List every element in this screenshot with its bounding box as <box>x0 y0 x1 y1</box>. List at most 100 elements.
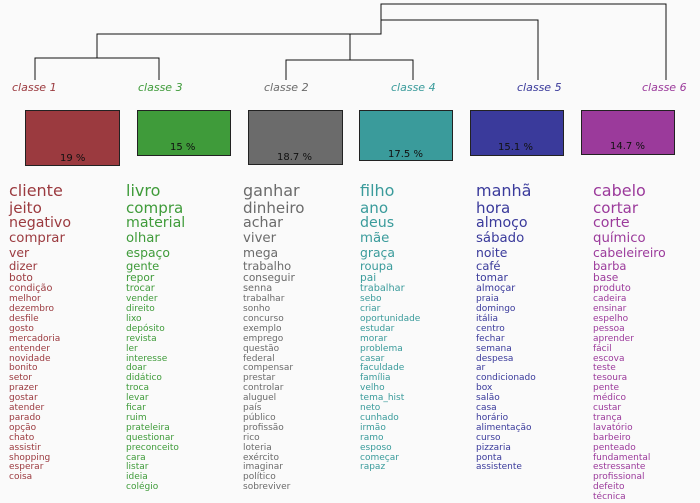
dendrogram-branch-2-4 <box>285 59 414 80</box>
keyword: velho <box>360 383 385 394</box>
keyword: compra <box>126 198 184 217</box>
dendrogram <box>34 3 667 80</box>
class-6-word-list: cabelo cortar corte químico cabeleireiro barb… <box>593 182 700 503</box>
keyword: mercadoria <box>9 333 61 344</box>
class-6-percentage: 14.7 % <box>610 141 645 152</box>
keyword: repor <box>126 271 155 284</box>
keyword: médico <box>593 393 626 404</box>
keyword: manhã <box>476 181 532 200</box>
class-1-word-list: cliente jeito negativo comprar ver dizer boto c… <box>9 182 124 483</box>
class-2-label: classe 2 <box>264 81 309 94</box>
keyword: ponta <box>476 452 502 463</box>
keyword: desfile <box>9 313 39 324</box>
dendrogram-branch-left <box>96 33 351 60</box>
keyword: trabalho <box>243 258 292 273</box>
keyword: exército <box>243 452 279 463</box>
keyword: pai <box>360 271 377 284</box>
keyword: colégio <box>126 482 159 493</box>
keyword: dizer <box>9 258 38 273</box>
keyword: despesa <box>476 353 514 364</box>
keyword: alimentação <box>476 422 532 433</box>
class-4-box <box>359 110 453 161</box>
keyword: chato <box>9 432 35 443</box>
dendrogram-root-branch <box>380 3 667 80</box>
keyword: entender <box>9 343 50 354</box>
keyword: profissão <box>243 422 284 433</box>
keyword: assistente <box>476 462 522 473</box>
keyword: prazer <box>9 383 38 394</box>
keyword: listar <box>126 462 149 473</box>
keyword: ano <box>360 198 389 217</box>
keyword: mega <box>243 245 279 261</box>
dendrogram-left-connector <box>350 20 382 35</box>
keyword: praia <box>476 294 499 305</box>
keyword: cadeira <box>593 294 627 305</box>
keyword: depósito <box>126 323 165 334</box>
class-3-percentage: 15 % <box>170 142 196 153</box>
keyword: fechar <box>476 333 505 344</box>
keyword: tesoura <box>593 373 628 384</box>
keyword: graça <box>360 245 395 261</box>
class-4-word-list: filho ano deus mãe graça roupa pai trabalhar seb… <box>360 182 475 473</box>
keyword: levar <box>126 393 149 404</box>
keyword: controlar <box>243 383 284 394</box>
keyword: olhar <box>126 230 160 246</box>
class-1-box <box>25 110 120 166</box>
keyword: coisa <box>9 472 33 483</box>
keyword: centro <box>476 323 505 334</box>
keyword: revista <box>126 333 157 344</box>
keyword: semana <box>476 343 512 354</box>
keyword: didático <box>126 373 162 384</box>
keyword: trocar <box>126 283 155 295</box>
keyword: material <box>126 215 186 232</box>
keyword: sábado <box>476 230 525 246</box>
keyword: dezembro <box>9 303 54 314</box>
dendrogram-branch-1-3 <box>34 57 160 80</box>
keyword: ler <box>126 343 138 354</box>
keyword: prestar <box>243 373 276 384</box>
keyword: ramo <box>360 432 384 443</box>
keyword: imaginar <box>243 462 283 473</box>
keyword: questão <box>243 343 280 354</box>
keyword: esposo <box>360 442 392 453</box>
keyword: lixo <box>126 313 142 324</box>
class-5-label: classe 5 <box>517 81 562 94</box>
class-3-box <box>137 110 231 156</box>
keyword: atender <box>9 403 45 414</box>
keyword: família <box>360 373 391 384</box>
keyword: cliente <box>9 181 63 200</box>
keyword: fácil <box>593 343 612 354</box>
keyword: político <box>243 472 276 483</box>
keyword: compensar <box>243 363 294 374</box>
keyword: escova <box>593 353 625 364</box>
keyword: loteria <box>243 442 272 453</box>
keyword: troca <box>126 383 150 394</box>
keyword: novidade <box>9 353 51 364</box>
keyword: melhor <box>9 294 41 305</box>
keyword: assistir <box>9 442 41 453</box>
keyword: ganhar <box>243 181 300 200</box>
keyword: mãe <box>360 230 390 246</box>
keyword: condição <box>9 283 53 295</box>
class-4-label: classe 4 <box>391 81 436 94</box>
keyword: sobreviver <box>243 482 291 493</box>
keyword: sebo <box>360 294 382 305</box>
class-3-word-list: livro compra material olhar espaço gente repor… <box>126 182 241 493</box>
keyword: box <box>476 383 493 394</box>
keyword: fundamental <box>593 452 651 463</box>
keyword: país <box>243 403 262 414</box>
keyword: parado <box>9 412 41 423</box>
keyword: gostar <box>9 393 38 404</box>
keyword: ver <box>9 245 30 261</box>
keyword: ensinar <box>593 303 627 314</box>
keyword: hora <box>476 198 511 217</box>
keyword: opção <box>9 422 37 433</box>
class-2-word-list: ganhar dinheiro achar viver mega trabalho cons… <box>243 182 358 493</box>
keyword: sonho <box>243 303 271 314</box>
keyword: gente <box>126 258 160 273</box>
keyword: pente <box>593 383 620 394</box>
keyword: livro <box>126 181 161 200</box>
keyword: rapaz <box>360 462 386 473</box>
keyword: viver <box>243 230 277 246</box>
keyword: base <box>593 271 619 284</box>
